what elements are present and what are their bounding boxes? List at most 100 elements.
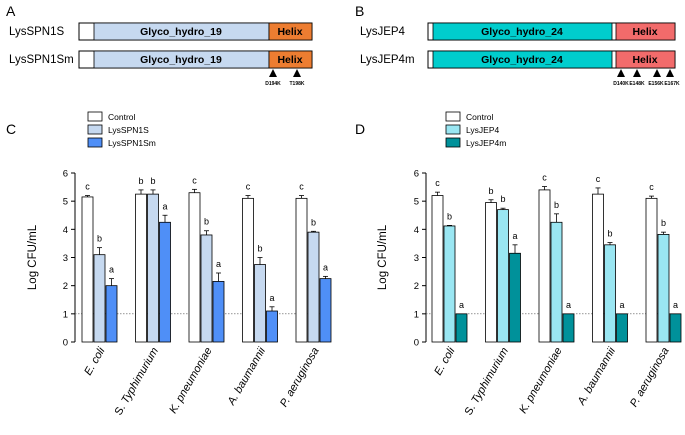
glyco-domain-label-lysjep4m: Glyco_hydro_24 [481,54,563,66]
significance-label: a [566,300,571,310]
category-label-e-coli: E. coli [82,345,108,377]
significance-label: a [162,201,167,211]
y-tick-label: 6 [63,169,68,180]
bar-lysjep4-s-typhimurium [497,209,509,343]
construct-label-lysspn1sm: LysSPN1Sm [9,54,74,66]
y-tick-label: 2 [414,281,419,292]
bar-lysjep4-p-aeruginosa [657,234,670,343]
y-tick-label: 6 [414,169,419,180]
y-tick-label: 3 [414,253,419,264]
legend-swatch-lysspn1sm [87,137,103,148]
significance-label: c [85,182,90,192]
significance-label: a [512,231,517,241]
bar-lysspn1sm-s-typhimurium [159,221,171,343]
glyco-domain-lysjep4 [432,22,613,41]
legend-label-control: Control [466,112,494,122]
significance-label: b [97,234,102,244]
bar-control-k-pneumoniae [188,192,201,343]
legend-label-control: Control [108,112,136,122]
bar-control-s-typhimurium [135,193,147,343]
category-label-k-pneumoniae: K. pneumoniae [517,346,564,416]
legend-swatch-lysjep4m [445,137,461,148]
legend-label-lysjep4m: LysJEP4m [466,138,506,148]
significance-label: b [554,200,559,210]
legend-swatch-control [87,111,103,122]
helix-label-lysspn1sm: Helix [277,54,302,66]
construct-label-lysjep4: LysJEP4 [360,26,406,38]
y-tick-label: 1 [414,309,419,320]
category-label-p-aeruginosa: P. aeruginosa [278,346,322,410]
y-tick-label: 4 [414,225,419,236]
chart-c: Control LysSPN1S LysSPN1Sm 0 1 2 3 4 5 6 Log CFU/m… [27,111,332,418]
significance-label: c [542,173,547,183]
legend-label-lysspn1s: LysSPN1S [108,125,149,135]
y-tick-label: 5 [414,197,419,208]
legend-swatch-control [445,111,461,122]
bar-control-a-baumannii [242,197,254,343]
significance-label: a [459,300,464,310]
y-tick-label: 2 [63,281,68,292]
mutation-label-e167k: E167K [664,81,680,87]
mutation-label-e148k: E148K [629,81,645,87]
significance-label: b [204,217,209,227]
helix-label-lysjep4m: Helix [632,54,657,66]
mutation-label-d140k: D140K [613,81,629,87]
significance-label: b [138,176,143,186]
bar-lysjep4-e-coli [443,225,456,343]
helix-domain-lysspn1sm [268,50,313,69]
construct-label-lysspn1s: LysSPN1S [9,26,65,38]
bar-lysspn1sm-a-baumannii [266,310,278,343]
category-label-p-aeruginosa: P. aeruginosa [628,346,672,410]
significance-label: c [246,182,251,192]
category-label-a-baumannii: A. baumannii [225,345,268,408]
bar-lysjep4m-a-baumannii [616,313,628,343]
mutation-label-e156k: E156K [648,81,664,87]
bar-lysspn1s-p-aeruginosa [307,231,320,343]
bar-control-a-baumannii [592,193,604,343]
y-tick-label: 0 [414,338,419,349]
panel-a-letter: A [6,3,16,19]
helix-domain-lysjep4 [615,22,676,41]
mutation-arrow-e148k [633,69,641,77]
bar-lysjep4-k-pneumoniae [550,221,563,343]
bar-control-p-aeruginosa [645,197,658,343]
bar-lysspn1s-s-typhimurium [147,193,159,343]
bar-control-p-aeruginosa [295,197,308,343]
significance-label: a [323,262,328,272]
panel-b-letter: B [355,3,364,19]
bar-control-s-typhimurium [485,202,497,343]
mutation-arrow-e167k [666,69,674,77]
panel-b: B LysJEP4 Glyco_hydro_24 Helix LysJEP4m … [355,3,680,87]
significance-label: b [447,211,452,221]
mutation-arrow-e156k [653,69,661,77]
significance-label: b [607,229,612,239]
bar-lysspn1sm-k-pneumoniae [212,281,225,343]
panel-a: A LysSPN1S Glyco_hydro_19 Helix LysSPN1S… [6,3,313,87]
bar-lysjep4-a-baumannii [604,244,616,343]
bar-control-k-pneumoniae [538,189,551,343]
chart-d: Control LysJEP4 LysJEP4m 0 1 2 3 4 5 6 Log CFU/mL c… [377,111,682,418]
category-label-k-pneumoniae: K. pneumoniae [167,346,214,416]
legend-label-lysjep4: LysJEP4 [466,125,500,135]
mutation-arrow-d140k [617,69,625,77]
significance-label: c [192,175,197,185]
y-tick-label: 3 [63,253,68,264]
significance-label: a [269,293,274,303]
mutation-label-d194k: D194K [265,81,281,87]
bar-lysjep4m-p-aeruginosa [669,313,682,343]
significance-label: b [257,244,262,254]
significance-label: b [488,186,493,196]
bar-lysjep4m-k-pneumoniae [562,313,575,343]
helix-label-lysjep4: Helix [632,26,657,38]
bar-control-e-coli [81,196,94,343]
mutation-arrow-d194k [269,69,277,77]
glyco-domain-lysjep4m [432,50,613,69]
glyco-domain-label-lysspn1sm: Glyco_hydro_19 [140,54,222,66]
y-tick-label: 4 [63,225,68,236]
construct-label-lysjep4m: LysJEP4m [360,54,415,66]
significance-label: b [500,194,505,204]
bar-lysspn1s-k-pneumoniae [200,234,213,343]
mutation-label-t198k: T198K [289,81,304,87]
significance-label: a [216,259,221,269]
